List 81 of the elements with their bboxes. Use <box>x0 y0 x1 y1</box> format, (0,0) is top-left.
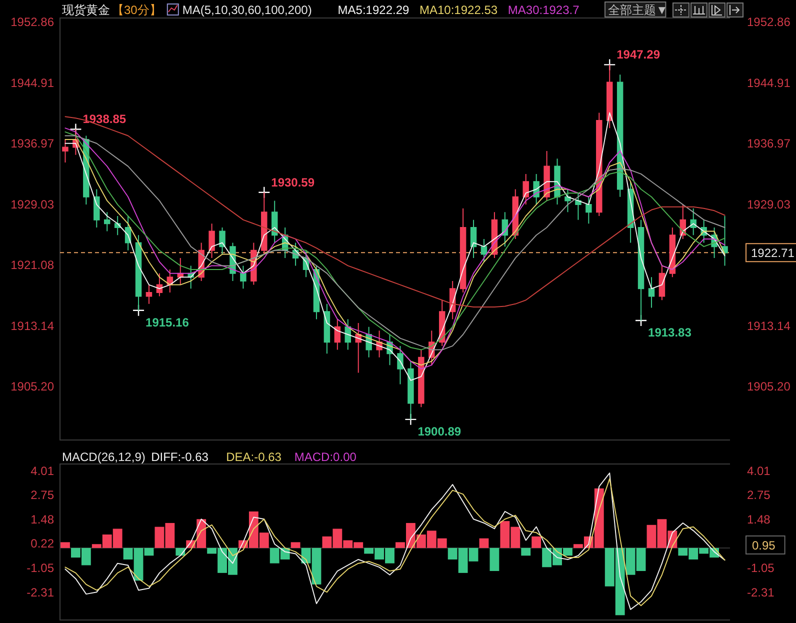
candlestick <box>502 212 508 248</box>
y-tick-label: 1952.86 <box>10 15 54 30</box>
data-label: 1915.16 <box>146 315 190 330</box>
candlestick <box>586 196 592 224</box>
y2-tick-label: 1952.86 <box>747 15 791 30</box>
text: DEA:-0.63 <box>226 450 282 464</box>
data-label: 1900.89 <box>418 424 462 438</box>
candlestick <box>334 318 341 350</box>
y-tick-label: 0.22 <box>30 536 54 551</box>
candlestick <box>146 284 152 304</box>
candlestick <box>208 223 215 259</box>
candlestick <box>156 272 163 297</box>
candlestick <box>575 192 582 220</box>
candlestick <box>460 208 466 293</box>
text: DIFF:-0.63 <box>151 450 209 464</box>
bar <box>521 548 531 556</box>
candlestick <box>418 349 424 408</box>
y2-tick-label: -1.05 <box>747 561 775 576</box>
ref-line-label: 1922.71 <box>751 246 795 260</box>
y-tick-label: 1.48 <box>30 512 54 527</box>
candlestick <box>648 276 655 308</box>
candlestick <box>408 360 414 420</box>
y2-tick-label: 1936.97 <box>747 136 791 151</box>
text: MA30:1923.7 <box>508 3 580 17</box>
y2-tick-label: -2.31 <box>747 585 775 600</box>
chart-title: 现货黄金 <box>62 3 110 17</box>
candlestick <box>324 303 330 354</box>
y-tick-label: 1905.20 <box>10 379 54 394</box>
line-series <box>64 116 726 308</box>
bar <box>479 538 489 548</box>
candlestick <box>261 192 268 255</box>
chart-subtitle: 【30分】 <box>112 3 162 17</box>
bar <box>490 548 500 572</box>
candlestick <box>104 212 110 232</box>
candlestick <box>62 139 68 163</box>
data-label: 1913.83 <box>648 326 692 340</box>
y-tick-label: 1944.91 <box>10 76 54 90</box>
candlestick <box>271 200 278 244</box>
candlestick <box>94 188 100 228</box>
candlestick <box>470 219 477 259</box>
y-tick-label: 1936.97 <box>10 136 54 151</box>
y-tick-label: -2.31 <box>26 585 54 600</box>
candlestick <box>219 226 226 255</box>
y-tick-label: 1929.03 <box>10 197 54 212</box>
text: MA10:1922.53 <box>420 3 498 17</box>
candlestick <box>397 345 404 385</box>
data-label: 1930.59 <box>271 175 315 190</box>
y2-tick-label: 1905.20 <box>747 379 791 394</box>
chart-title: MACD(26,12,9) <box>62 450 146 464</box>
legend-title: MA(5,10,30,60,100,200) <box>182 3 312 17</box>
candlestick <box>564 188 571 213</box>
y2-tick-label: 1944.91 <box>747 76 791 90</box>
y2-tick-label: 1929.03 <box>747 197 791 212</box>
y-tick-label: 1921.08 <box>10 258 54 272</box>
bar <box>60 542 70 548</box>
y2-tick-label: 2.75 <box>747 488 771 502</box>
y-tick-label: 2.75 <box>30 488 54 502</box>
y-tick-label: 4.01 <box>30 464 54 478</box>
y2-tick-label: 1913.14 <box>747 318 791 333</box>
annotation: MACD:0.00 <box>294 450 357 464</box>
text: 0.95 <box>752 538 776 552</box>
y-tick-label: -1.05 <box>26 561 54 576</box>
text: 全部主题▼ <box>608 3 668 17</box>
data-label: 1938.85 <box>82 112 126 126</box>
candlestick <box>240 265 246 290</box>
data-label: 1947.29 <box>616 48 660 62</box>
candlestick <box>522 173 529 206</box>
candlestick <box>480 238 488 262</box>
candlestick <box>355 322 362 374</box>
candlestick <box>177 258 184 286</box>
candlestick <box>658 265 666 301</box>
y2-tick-label: 1.48 <box>747 512 771 527</box>
bar <box>290 542 300 548</box>
y-tick-label: 1913.14 <box>10 318 54 333</box>
y2-tick-label: 4.01 <box>747 464 771 478</box>
candlestick <box>638 219 644 322</box>
candlestick <box>722 216 728 266</box>
bar <box>532 536 542 548</box>
candlestick <box>606 64 613 129</box>
text: MA5:1922.29 <box>338 3 410 17</box>
candlestick <box>135 234 142 311</box>
